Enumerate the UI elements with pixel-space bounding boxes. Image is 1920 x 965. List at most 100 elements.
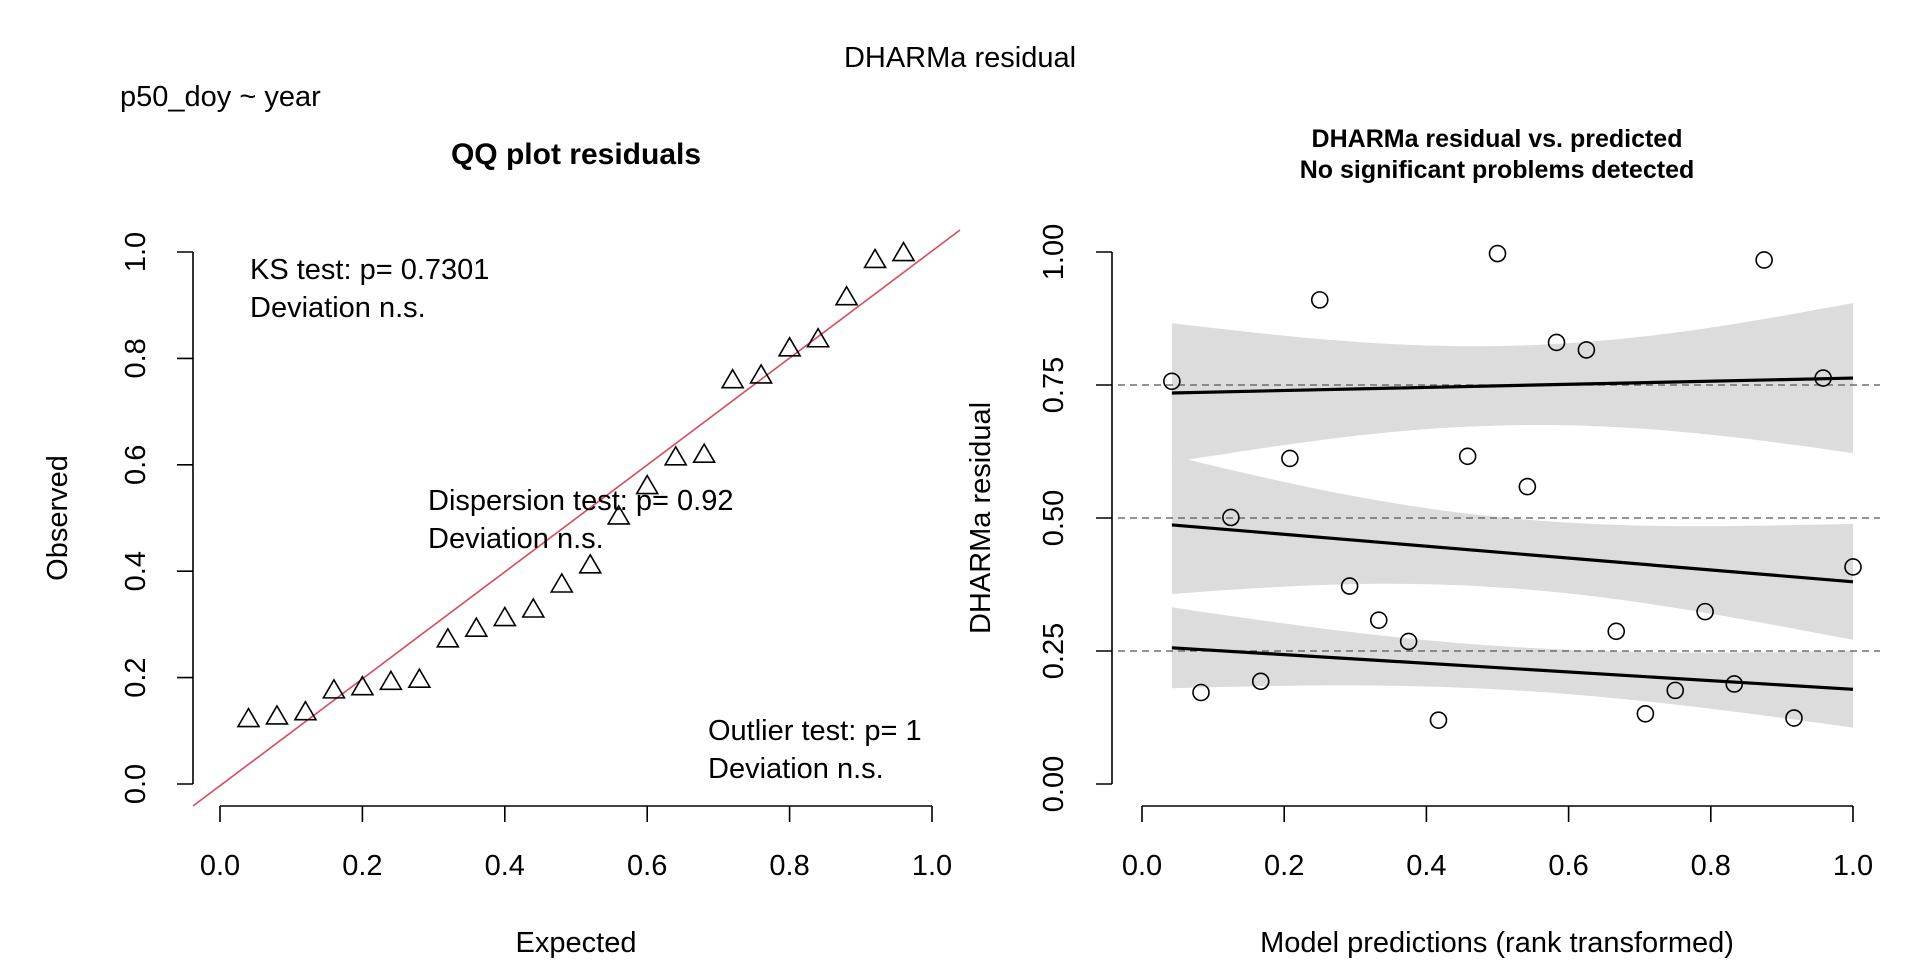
outlier-test-label: Outlier test: p= 1 [708, 715, 922, 747]
qq-point [635, 473, 660, 495]
qq-ytick-label: 0.6 [120, 445, 152, 485]
qq-points [236, 240, 916, 728]
residual-points [1163, 244, 1862, 729]
qq-ytick-label: 0.0 [120, 764, 152, 804]
qq-panel: QQ plot residuals 0.0 0.2 0.4 0.6 0.8 1.… [42, 138, 961, 959]
qq-x-axis [219, 805, 933, 822]
residual-point [1547, 333, 1566, 352]
quantile-fit-line-05 [1171, 523, 1854, 584]
qq-point [350, 675, 375, 696]
quantile-bands [1171, 303, 1853, 728]
residual-xtick-label: 0.2 [1264, 850, 1304, 882]
residual-point [1163, 372, 1181, 391]
qq-point [891, 240, 916, 262]
residual-ytick-label: 0.75 [1038, 357, 1070, 413]
qq-point [236, 707, 261, 728]
residual-y-axis-title: DHARMa residual [965, 402, 997, 634]
qq-point [834, 285, 859, 306]
residual-point [1281, 449, 1299, 468]
quantile-band-075 [1171, 303, 1853, 463]
qq-xtick-label: 0.4 [485, 850, 525, 882]
qq-point [777, 336, 802, 357]
qq-x-axis-title: Expected [516, 927, 637, 959]
qq-point [663, 445, 688, 466]
outlier-deviation-label: Deviation n.s. [708, 753, 884, 785]
residual-point [1429, 711, 1448, 729]
residual-point [1725, 675, 1744, 693]
quantile-band-05 [1171, 455, 1853, 640]
qq-ytick-label: 1.0 [120, 232, 152, 272]
dispersion-test-label: Dispersion test: p= 0.92 [428, 485, 733, 517]
qq-ytick-label: 0.8 [120, 338, 152, 378]
quantile-fit-line-025 [1171, 646, 1854, 691]
dispersion-deviation-label: Deviation n.s. [428, 523, 604, 555]
quantile-fit-lines [1171, 376, 1854, 691]
residual-point [1814, 369, 1832, 387]
qq-point [606, 504, 631, 525]
residual-point [1310, 291, 1329, 309]
qq-reference-line [192, 229, 961, 807]
residual-point [1636, 704, 1655, 723]
residual-subtitle: No significant problems detected [1300, 156, 1695, 184]
qq-point [378, 669, 403, 691]
qq-point [806, 327, 830, 348]
residual-ytick-label: 0.00 [1038, 756, 1070, 812]
qq-point [578, 553, 603, 574]
residual-point [1369, 611, 1388, 629]
qq-point [549, 572, 574, 593]
residual-x-axis [1141, 805, 1854, 822]
residual-xtick-label: 0.8 [1691, 850, 1731, 882]
qq-point [863, 247, 887, 269]
qq-point [322, 678, 346, 699]
residual-point [1666, 681, 1685, 700]
residual-title: DHARMa residual vs. predicted [1312, 125, 1683, 153]
residual-point [1340, 577, 1359, 595]
residual-y-axis [1096, 251, 1113, 785]
qq-point [435, 627, 460, 648]
residual-ytick-label: 1.00 [1038, 224, 1070, 280]
residual-point [1192, 683, 1210, 702]
qq-point [293, 700, 318, 721]
residual-point [1251, 672, 1270, 691]
qq-xtick-label: 0.0 [200, 850, 240, 882]
formula-label: p50_doy ~ year [120, 81, 321, 113]
ks-test-label: KS test: p= 0.7301 [250, 254, 489, 286]
residual-point [1399, 632, 1418, 651]
residual-ytick-label: 0.25 [1038, 623, 1070, 679]
qq-xtick-label: 0.8 [769, 850, 809, 882]
qq-ytick-label: 0.2 [120, 657, 152, 697]
residual-xtick-label: 0.4 [1406, 850, 1446, 882]
residual-point [1607, 622, 1626, 641]
residual-point [1755, 251, 1773, 269]
qq-xtick-label: 1.0 [912, 850, 952, 882]
residual-ytick-label: 0.50 [1038, 490, 1070, 546]
residual-xtick-label: 0.6 [1548, 850, 1588, 882]
residual-point [1577, 341, 1596, 359]
residual-xtick-label: 1.0 [1833, 850, 1873, 882]
residual-panel: DHARMa residual vs. predicted No signifi… [965, 125, 1880, 959]
qq-point [464, 616, 489, 637]
qq-point [407, 667, 432, 689]
qq-point [749, 363, 774, 384]
qq-title: QQ plot residuals [451, 138, 701, 171]
qq-y-axis-title: Observed [42, 455, 74, 581]
qq-point [265, 704, 289, 725]
residual-point [1696, 602, 1714, 621]
residual-point [1785, 709, 1803, 727]
residual-xtick-label: 0.0 [1122, 850, 1162, 882]
residual-point [1458, 447, 1477, 466]
residual-point [1222, 508, 1240, 527]
qq-point [692, 442, 717, 463]
qq-ytick-label: 0.4 [120, 551, 152, 591]
qq-point [720, 368, 745, 389]
residual-point [1518, 477, 1537, 496]
qq-point [521, 597, 546, 618]
main-title: DHARMa residual [844, 42, 1076, 74]
residual-x-axis-title: Model predictions (rank transformed) [1260, 927, 1734, 959]
quantile-fit-line-075 [1171, 376, 1854, 395]
ks-deviation-label: Deviation n.s. [250, 292, 426, 324]
qq-point [492, 605, 517, 627]
residual-point [1488, 244, 1507, 263]
